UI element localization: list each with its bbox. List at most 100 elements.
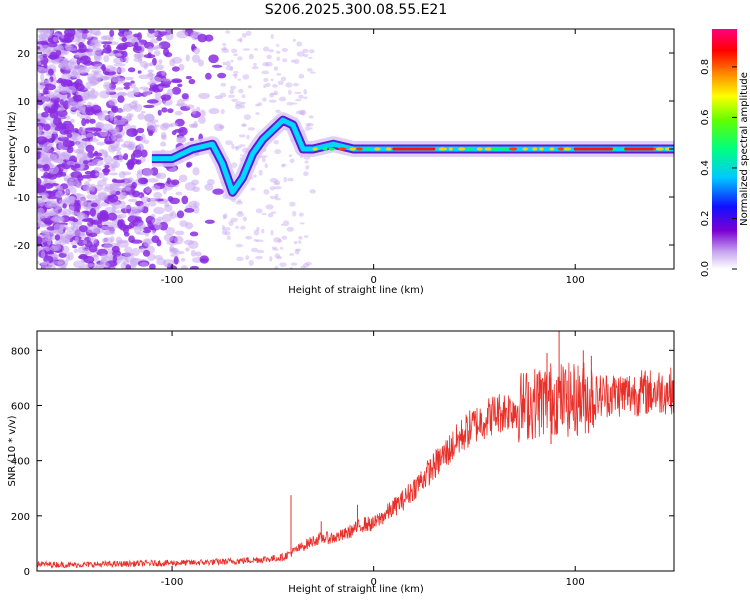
noise-blob (305, 261, 312, 266)
noise-blob (235, 243, 244, 248)
noise-blob (282, 58, 288, 63)
noise-blob (208, 54, 219, 64)
noise-blob (134, 41, 139, 51)
noise-blob (81, 218, 91, 223)
noise-blob (170, 122, 179, 127)
noise-blob (123, 86, 131, 90)
noise-blob (269, 92, 277, 95)
noise-blob (153, 206, 165, 215)
noise-blob (149, 263, 156, 269)
noise-blob (49, 110, 59, 119)
noise-blob (89, 118, 96, 124)
noise-blob (47, 94, 60, 99)
noise-blob (282, 220, 290, 227)
noise-blob (225, 30, 231, 34)
noise-blob (101, 110, 109, 114)
noise-blob (118, 153, 124, 163)
noise-blob (219, 92, 227, 98)
noise-blob (137, 177, 149, 185)
noise-blob (163, 233, 174, 242)
noise-blob (161, 122, 171, 129)
noise-blob (43, 171, 50, 179)
noise-blob (268, 99, 277, 103)
noise-blob (189, 265, 199, 269)
noise-blob (245, 255, 250, 261)
noise-blob (50, 245, 59, 252)
noise-blob (60, 78, 68, 87)
noise-blob (65, 65, 73, 71)
noise-blob (235, 225, 240, 229)
noise-blob (208, 108, 220, 115)
noise-blob (37, 55, 44, 61)
noise-blob (296, 41, 303, 47)
noise-blob (199, 109, 206, 118)
noise-blob (193, 47, 201, 55)
snr-axes: -100 0 100 0 200 400 600 800 (11, 331, 674, 588)
noise-blob (224, 231, 231, 236)
noise-blob (166, 88, 174, 97)
noise-blob (74, 163, 81, 169)
noise-blob (101, 149, 108, 158)
noise-blob (133, 33, 140, 38)
noise-blob (275, 50, 281, 54)
noise-blob (93, 132, 99, 137)
noise-blob (84, 248, 89, 255)
noise-blob (58, 134, 67, 139)
snr-ytick-label: 600 (11, 401, 30, 412)
noise-blob (302, 48, 309, 54)
noise-blob (140, 196, 150, 203)
noise-blob (143, 104, 155, 109)
noise-blob (142, 249, 151, 257)
noise-blob (298, 109, 305, 116)
chart-title: S206.2025.300.08.55.E21 (265, 2, 448, 18)
noise-blob (132, 87, 140, 96)
spectrogram-xtick-label: -100 (161, 275, 184, 286)
noise-blob (295, 98, 302, 102)
noise-blob (235, 200, 244, 205)
noise-blob (103, 243, 111, 251)
noise-blob (106, 44, 112, 53)
ridge-hotspot (349, 147, 356, 151)
noise-blob (250, 187, 256, 191)
noise-blob (137, 113, 145, 120)
noise-blob (74, 83, 85, 92)
noise-blob (81, 201, 93, 210)
noise-blob (70, 221, 76, 231)
noise-blob (231, 143, 235, 150)
noise-blob (92, 40, 104, 44)
noise-blob (158, 83, 166, 87)
noise-blob (308, 56, 313, 60)
noise-blob (285, 82, 293, 88)
noise-blob (304, 126, 311, 132)
noise-blob (154, 255, 163, 260)
noise-blob (184, 208, 195, 213)
noise-blob (272, 84, 278, 88)
colorbar-tick-label: 0.0 (700, 261, 711, 277)
noise-blob (261, 212, 267, 216)
noise-blob (291, 102, 298, 105)
noise-blob (62, 203, 67, 209)
noise-blob (115, 190, 121, 195)
noise-blob (221, 225, 225, 230)
noise-blob (274, 265, 279, 269)
colorbar-label: Normalized spectral amplitude (739, 72, 750, 226)
noise-blob (127, 67, 136, 73)
noise-blob (37, 152, 41, 160)
noise-blob (287, 177, 294, 182)
noise-blob (94, 52, 102, 58)
noise-blob (273, 90, 279, 96)
noise-blob (138, 74, 150, 80)
noise-blob (170, 79, 183, 84)
noise-blob (281, 163, 287, 167)
noise-blob (97, 113, 103, 119)
spectrogram-ytick-label: 20 (17, 49, 30, 60)
noise-blob (240, 225, 246, 230)
noise-blob (127, 144, 134, 151)
noise-blob (39, 261, 50, 265)
noise-blob (263, 84, 267, 89)
noise-blob (38, 223, 49, 228)
noise-blob (113, 179, 126, 184)
noise-blob (231, 98, 239, 102)
noise-blob (57, 57, 69, 67)
